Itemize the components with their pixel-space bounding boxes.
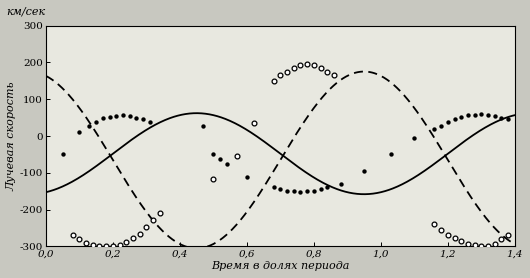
- Point: [92, 120, 100, 124]
- Point: [99, 116, 107, 121]
- Point: [276, 187, 285, 192]
- Point: [145, 120, 154, 124]
- Point: [303, 62, 312, 66]
- Point: [283, 69, 292, 74]
- Point: [102, 244, 110, 249]
- Point: [243, 174, 251, 179]
- Point: [155, 211, 164, 215]
- Point: [276, 73, 285, 78]
- Point: [223, 162, 231, 166]
- Point: [337, 182, 345, 186]
- Point: [310, 63, 318, 68]
- Point: [296, 190, 305, 194]
- Point: [437, 123, 445, 128]
- Point: [444, 120, 452, 124]
- Point: [490, 113, 499, 118]
- Point: [82, 240, 90, 245]
- Point: [136, 231, 144, 236]
- Point: [303, 189, 312, 193]
- Point: [497, 115, 506, 120]
- Point: [457, 239, 465, 244]
- Point: [450, 117, 459, 121]
- Point: [289, 66, 298, 70]
- Point: [497, 237, 506, 241]
- Point: [85, 123, 94, 128]
- Point: [464, 241, 472, 246]
- Text: км/сек: км/сек: [6, 7, 45, 17]
- Point: [316, 66, 325, 70]
- Point: [89, 243, 97, 248]
- Point: [490, 241, 499, 246]
- Point: [122, 240, 130, 244]
- Point: [58, 152, 67, 157]
- Point: [504, 232, 513, 237]
- Point: [484, 112, 492, 117]
- Point: [323, 185, 331, 189]
- Point: [119, 113, 127, 118]
- Point: [249, 121, 258, 125]
- Point: [233, 154, 241, 158]
- Point: [216, 157, 224, 161]
- Point: [283, 188, 292, 193]
- Point: [484, 244, 492, 248]
- Point: [289, 189, 298, 193]
- Point: [116, 242, 124, 247]
- Point: [75, 130, 84, 135]
- Point: [209, 177, 218, 182]
- Point: [310, 188, 318, 193]
- Point: [470, 243, 479, 248]
- Point: [457, 115, 465, 119]
- Point: [68, 232, 77, 237]
- Point: [142, 225, 151, 230]
- Point: [360, 169, 368, 173]
- Point: [129, 236, 137, 241]
- Point: [477, 112, 485, 116]
- Point: [112, 113, 120, 118]
- Point: [269, 78, 278, 83]
- Point: [444, 232, 452, 237]
- Point: [323, 69, 331, 74]
- Point: [504, 117, 513, 122]
- Point: [450, 236, 459, 241]
- Point: [105, 115, 114, 119]
- Point: [430, 127, 439, 131]
- Point: [296, 63, 305, 68]
- Point: [126, 114, 134, 118]
- Point: [199, 123, 208, 128]
- Point: [132, 115, 140, 120]
- Point: [316, 187, 325, 191]
- Point: [95, 244, 104, 249]
- Point: [149, 218, 157, 222]
- Point: [410, 136, 419, 140]
- Point: [437, 228, 445, 232]
- Point: [330, 73, 338, 78]
- Point: [209, 152, 218, 157]
- X-axis label: Время в долях периода: Время в долях периода: [211, 261, 349, 271]
- Y-axis label: Лучевая скорость: Лучевая скорость: [7, 81, 17, 191]
- Point: [464, 113, 472, 118]
- Point: [477, 244, 485, 249]
- Point: [109, 244, 117, 248]
- Point: [75, 237, 84, 241]
- Point: [386, 152, 395, 157]
- Point: [470, 112, 479, 117]
- Point: [430, 222, 439, 227]
- Point: [269, 185, 278, 189]
- Point: [139, 117, 147, 122]
